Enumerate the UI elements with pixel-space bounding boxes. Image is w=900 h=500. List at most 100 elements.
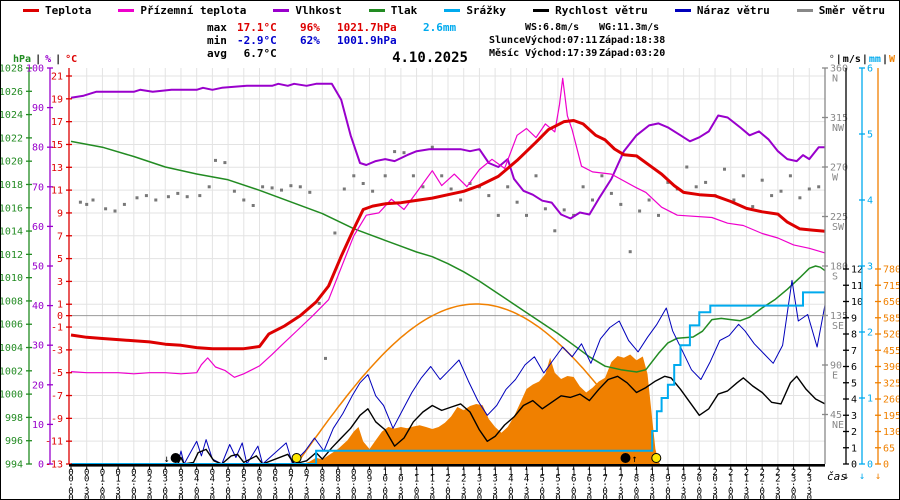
axis-deg-label: 180	[830, 262, 848, 273]
axis-hPa-label: 1012	[1, 250, 23, 261]
series-smer-dot	[421, 185, 425, 189]
axis-unit-label: |	[835, 54, 842, 65]
series-smer-dot	[798, 196, 802, 200]
axis-unit-label: |	[881, 54, 888, 65]
right-axis-units: ° | m/s | mm | W	[829, 54, 895, 65]
axis-C-label: -13	[45, 460, 63, 471]
axis-ms-label: 9	[851, 313, 857, 324]
series-smer-dot	[166, 195, 170, 199]
axis-W-label: 780	[883, 265, 900, 276]
series-smer-dot	[251, 204, 255, 207]
axis-hPa-label: 1026	[1, 87, 23, 98]
series-smer-dot	[371, 189, 375, 193]
series-smer-dot	[261, 185, 265, 189]
stats-value: 96%	[300, 21, 320, 34]
axis-hPa-label: 996	[5, 436, 23, 447]
stats-row: min -2.9°C 62% 1001.9hPa	[207, 34, 483, 47]
axis-direction-label: E	[832, 371, 838, 382]
legend-item-sr-ky: Srážky	[444, 4, 506, 17]
sunrise-marker-icon	[291, 453, 302, 463]
series-smer-dot	[723, 167, 726, 171]
series-smer-dot	[289, 184, 293, 188]
info-value: WG:11.3m/s	[599, 22, 660, 33]
legend-label: Náraz větru	[696, 4, 770, 17]
info-value: Měsíc	[489, 48, 520, 59]
axis-arrow-icon: ↓	[859, 471, 865, 482]
axis-C-label: 0	[57, 311, 63, 322]
axis-ms-label: 12	[851, 265, 863, 276]
legend-line-icon	[273, 9, 290, 12]
legend-line-icon	[674, 9, 691, 12]
series-smer-dot	[91, 198, 95, 202]
legend-label: Přízemní teplota	[140, 4, 247, 17]
axis-direction-label: NE	[832, 420, 844, 431]
series-smer-dot	[534, 174, 538, 178]
series-smer-dot	[459, 198, 463, 202]
axis-W-label: 650	[883, 297, 900, 308]
legend-label: Srážky	[466, 4, 507, 17]
series-smer-dot	[176, 191, 180, 195]
stats-row: max 17.1°C 96% 1021.7hPa 2.6mm	[207, 21, 483, 34]
axis-C-label: -3	[51, 345, 63, 356]
axis-W-label: 130	[883, 427, 900, 438]
axis-hPa-label: 1008	[1, 296, 23, 307]
series-prizemni	[70, 77, 826, 378]
stats-block: max 17.1°C 96% 1021.7hPa 2.6mm min -2.9°C 62% 10…	[207, 21, 483, 60]
axis-arrow-icon: ↓	[843, 471, 849, 482]
axis-C-label: 13	[51, 163, 63, 174]
series-smer-dot	[411, 174, 415, 178]
stats-value: avg	[207, 47, 227, 60]
legend-line-icon	[533, 9, 550, 12]
series-smer-dot	[135, 196, 139, 200]
axis-deg-label: 270	[830, 163, 848, 174]
axis-ms-label: 0	[851, 460, 857, 471]
series-smer-dot	[760, 178, 764, 182]
series-smer-dot	[113, 209, 117, 213]
axis-hPa-label: 1004	[1, 343, 23, 354]
legend-line-icon	[444, 9, 461, 12]
legend-line-icon	[118, 9, 135, 12]
series-smer-dot	[402, 151, 406, 155]
info-row: Slunce Východ:07:11 Západ:18:38	[489, 34, 679, 47]
solar-theoretical-curve	[295, 303, 656, 465]
series-teplota	[70, 119, 826, 351]
axis-mm-label: 2	[867, 328, 873, 339]
chart-title: 4.10.2025	[392, 50, 468, 66]
axis-C-label: 3	[57, 277, 63, 288]
axis-ms-label: 2	[851, 427, 857, 438]
stats-value: 1021.7hPa	[337, 21, 397, 34]
series-smer-dot	[619, 202, 623, 206]
axis-pct-label: 10	[32, 420, 44, 431]
axis-arrow-icon: ↓	[875, 471, 881, 482]
axis-ms-label: 5	[851, 378, 857, 389]
legend-label: Směr větru	[818, 4, 885, 17]
axis-W-label: 195	[883, 411, 900, 422]
axis-direction-label: SW	[832, 222, 845, 233]
legend: Teplota Přízemní teplota Vlhkost Tlak Srážky…	[23, 4, 885, 17]
axis-unit-label: %	[45, 54, 52, 65]
axis-W-label: 715	[883, 281, 900, 292]
legend-label: Teplota	[45, 4, 92, 17]
stats-row: avg 6.7°C	[207, 47, 483, 60]
stats-value: min	[207, 34, 227, 47]
axis-C-label: 21	[51, 72, 63, 83]
